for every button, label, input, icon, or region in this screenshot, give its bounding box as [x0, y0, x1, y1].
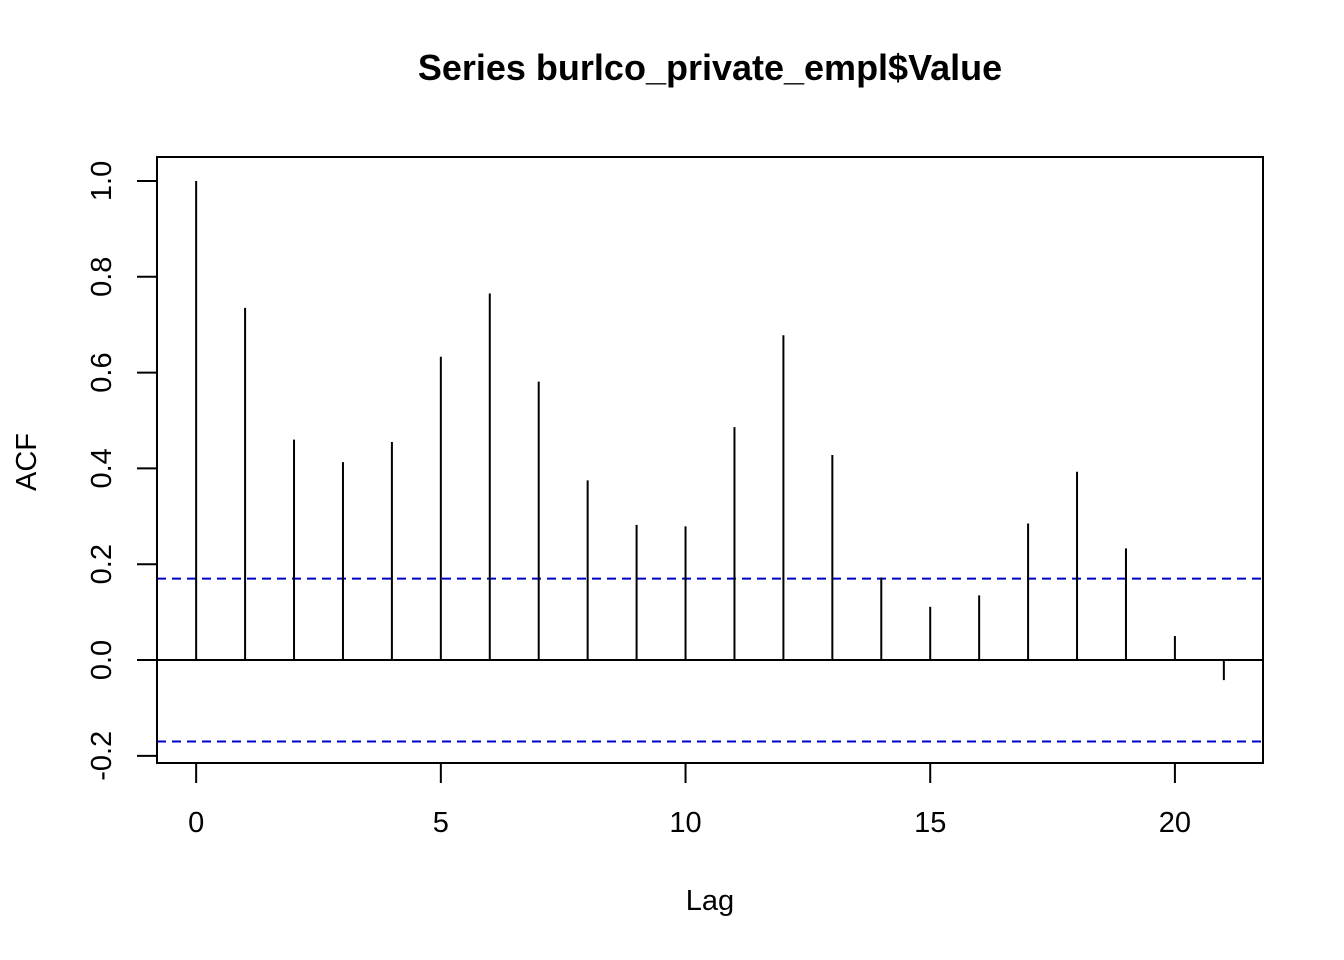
x-tick-label-5: 5: [433, 807, 449, 839]
y-tick-label--0.2: -0.2: [86, 731, 118, 781]
y-tick-label-0.4: 0.4: [86, 448, 118, 488]
chart-title: Series burlco_private_empl$Value: [418, 47, 1002, 88]
y-tick-label-0.2: 0.2: [86, 544, 118, 584]
x-tick-label-10: 10: [669, 807, 701, 839]
plot-area: 0 5 10 15 20 -0.2 0.0 0.2 0.4 0.6 0.8 1.0: [86, 156, 1264, 839]
x-axis-label: Lag: [686, 885, 734, 917]
x-tick-label-20: 20: [1159, 807, 1191, 839]
y-tick-label-0.8: 0.8: [86, 257, 118, 297]
plot-frame: [156, 156, 1264, 764]
y-tick-label-1.0: 1.0: [86, 161, 118, 201]
x-tick-label-15: 15: [914, 807, 946, 839]
x-tick-label-0: 0: [188, 807, 204, 839]
y-axis-label: ACF: [11, 433, 43, 491]
y-tick-label-0.6: 0.6: [86, 352, 118, 392]
y-tick-label-0.0: 0.0: [86, 640, 118, 680]
